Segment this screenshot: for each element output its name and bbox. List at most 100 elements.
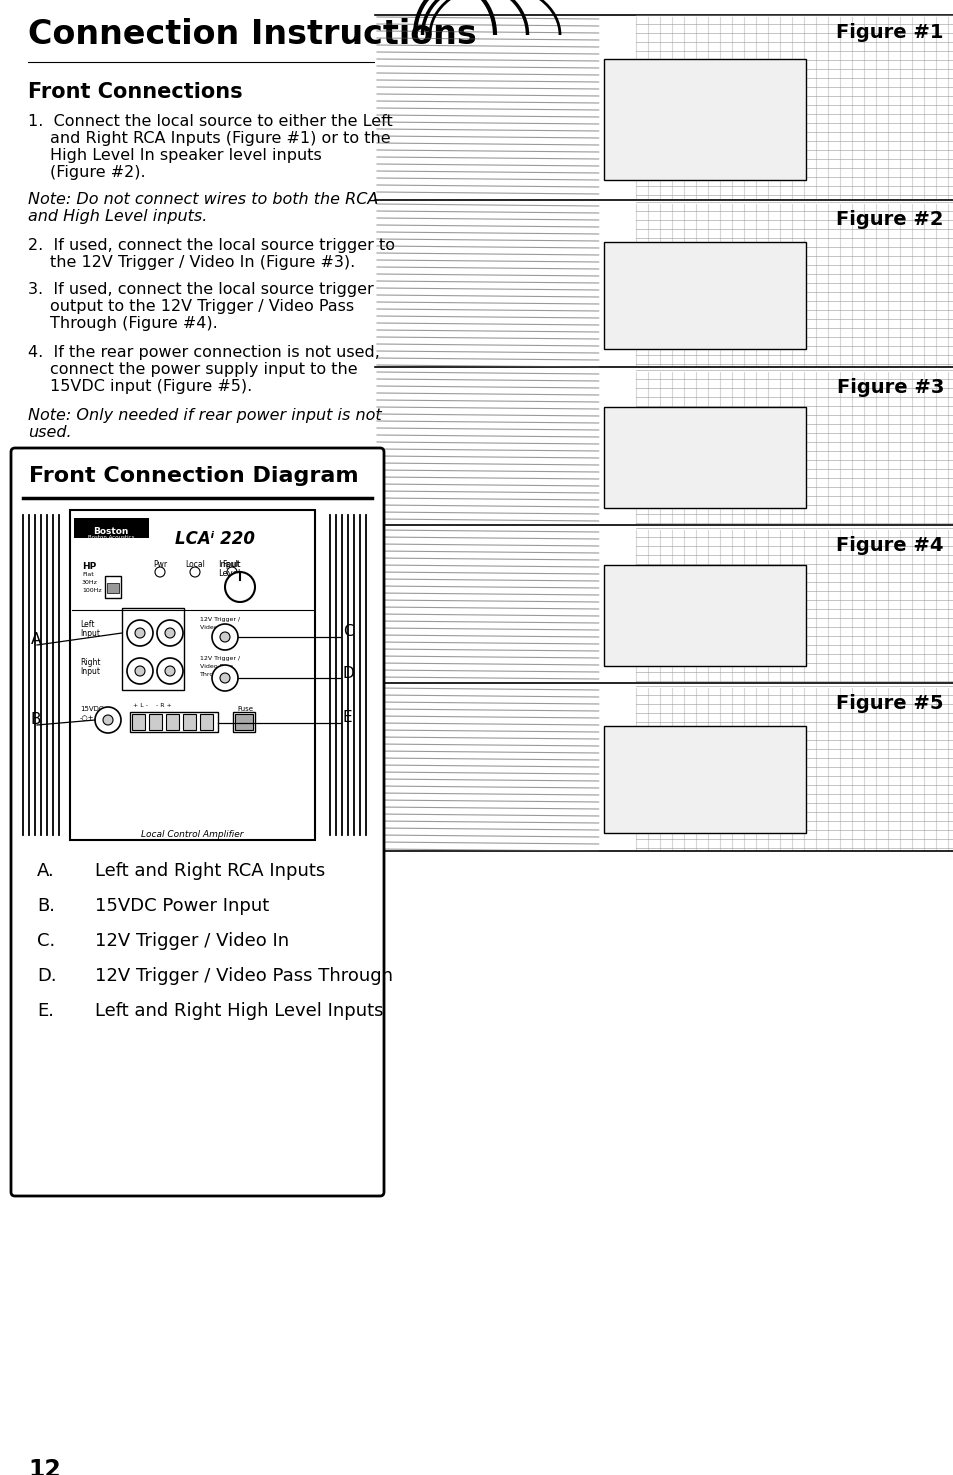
Circle shape	[220, 673, 230, 683]
Bar	[166, 714, 179, 730]
Text: Local Control Amplifier: Local Control Amplifier	[141, 830, 244, 839]
Text: Video Pass: Video Pass	[200, 664, 233, 670]
Bar	[603, 407, 805, 507]
Text: 12: 12	[28, 1457, 61, 1475]
Text: Left and Right High Level Inputs: Left and Right High Level Inputs	[95, 1002, 383, 1021]
Bar	[200, 714, 213, 730]
Bar	[70, 510, 314, 839]
Text: 15VDC Power Input: 15VDC Power Input	[95, 897, 269, 914]
Bar	[132, 714, 145, 730]
Bar	[375, 15, 953, 201]
Text: 100Hz: 100Hz	[82, 589, 102, 593]
Text: Left and Right RCA Inputs: Left and Right RCA Inputs	[95, 861, 325, 881]
Text: Boston Acoustics: Boston Acoustics	[88, 535, 134, 540]
Bar	[105, 577, 121, 597]
Circle shape	[127, 658, 152, 684]
Text: Note: Do not connect wires to both the RCA: Note: Do not connect wires to both the R…	[28, 192, 378, 206]
Text: 15VDC: 15VDC	[80, 707, 104, 712]
Bar	[107, 583, 119, 593]
Text: Right: Right	[80, 658, 100, 667]
Text: the 12V Trigger / Video In (Figure #3).: the 12V Trigger / Video In (Figure #3).	[50, 255, 355, 270]
Bar	[375, 686, 953, 851]
Bar	[375, 370, 953, 525]
Text: Figure #5: Figure #5	[836, 695, 943, 712]
Text: 1.  Connect the local source to either the Left: 1. Connect the local source to either th…	[28, 114, 393, 128]
Text: 2.  If used, connect the local source trigger to: 2. If used, connect the local source tri…	[28, 237, 395, 254]
Text: + L -    - R +: + L - - R +	[132, 704, 172, 708]
Text: 15VDC input (Figure #5).: 15VDC input (Figure #5).	[50, 379, 252, 394]
Text: 3.  If used, connect the local source trigger: 3. If used, connect the local source tri…	[28, 282, 374, 296]
Circle shape	[95, 707, 121, 733]
Text: Local: Local	[185, 560, 205, 569]
Text: and Right RCA Inputs (Figure #1) or to the: and Right RCA Inputs (Figure #1) or to t…	[50, 131, 390, 146]
Text: High Level In: High Level In	[132, 712, 173, 717]
Text: B: B	[30, 712, 42, 727]
Circle shape	[212, 665, 237, 690]
Text: Left: Left	[80, 620, 94, 628]
Text: Front Connections: Front Connections	[28, 83, 242, 102]
Circle shape	[225, 572, 254, 602]
Text: Level: Level	[218, 569, 240, 578]
Text: (Figure #2).: (Figure #2).	[50, 165, 146, 180]
Bar	[122, 608, 184, 690]
Text: 12V Trigger / Video In: 12V Trigger / Video In	[95, 932, 289, 950]
Text: used.: used.	[28, 425, 71, 440]
Text: D: D	[343, 665, 355, 680]
Text: Flat: Flat	[82, 572, 93, 577]
Text: 12V Trigger / Video Pass Through: 12V Trigger / Video Pass Through	[95, 968, 393, 985]
Circle shape	[154, 566, 165, 577]
Circle shape	[157, 620, 183, 646]
Text: Connection Instructions: Connection Instructions	[28, 18, 476, 52]
Text: Figure #1: Figure #1	[836, 24, 943, 41]
Text: C: C	[343, 624, 354, 640]
Text: LCAⁱ 220: LCAⁱ 220	[174, 530, 254, 549]
Text: Figure #4: Figure #4	[836, 535, 943, 555]
Text: output to the 12V Trigger / Video Pass: output to the 12V Trigger / Video Pass	[50, 299, 354, 314]
Text: 12V Trigger /: 12V Trigger /	[200, 617, 240, 622]
Bar	[183, 714, 195, 730]
Text: Fault: Fault	[222, 560, 241, 569]
Text: Fuse: Fuse	[236, 707, 253, 712]
Bar	[603, 59, 805, 180]
Circle shape	[227, 566, 236, 577]
Text: Video In: Video In	[200, 625, 225, 630]
Circle shape	[165, 628, 174, 639]
Text: A.: A.	[37, 861, 54, 881]
Text: D.: D.	[37, 968, 56, 985]
Text: Boston: Boston	[93, 527, 129, 535]
Bar	[233, 712, 254, 732]
Bar	[375, 528, 953, 683]
Circle shape	[190, 566, 200, 577]
Circle shape	[157, 658, 183, 684]
Text: Through: Through	[200, 673, 226, 677]
Text: connect the power supply input to the: connect the power supply input to the	[50, 361, 357, 378]
Text: High Level In speaker level inputs: High Level In speaker level inputs	[50, 148, 321, 164]
Text: Input: Input	[218, 560, 239, 569]
Circle shape	[103, 715, 112, 726]
Text: B.: B.	[37, 897, 55, 914]
Bar	[149, 714, 162, 730]
Circle shape	[135, 667, 145, 676]
Text: Input: Input	[80, 628, 100, 639]
Text: E.: E.	[37, 1002, 54, 1021]
Text: Figure #2: Figure #2	[836, 209, 943, 229]
Bar	[603, 565, 805, 665]
Circle shape	[165, 667, 174, 676]
Text: Front Connection Diagram: Front Connection Diagram	[29, 466, 358, 485]
Circle shape	[135, 628, 145, 639]
Text: A: A	[30, 633, 41, 648]
Text: HP: HP	[82, 562, 96, 571]
Text: 30Hz: 30Hz	[82, 580, 98, 586]
Text: 4.  If the rear power connection is not used,: 4. If the rear power connection is not u…	[28, 345, 379, 360]
Bar	[74, 518, 149, 538]
Text: Pwr: Pwr	[152, 560, 167, 569]
Text: F5A: F5A	[236, 715, 250, 721]
Bar	[130, 712, 218, 732]
Circle shape	[220, 631, 230, 642]
Bar	[234, 714, 253, 730]
Text: Figure #3: Figure #3	[836, 378, 943, 397]
Text: 12V Trigger /: 12V Trigger /	[200, 656, 240, 661]
Text: C.: C.	[37, 932, 55, 950]
FancyBboxPatch shape	[11, 448, 384, 1196]
Circle shape	[127, 620, 152, 646]
